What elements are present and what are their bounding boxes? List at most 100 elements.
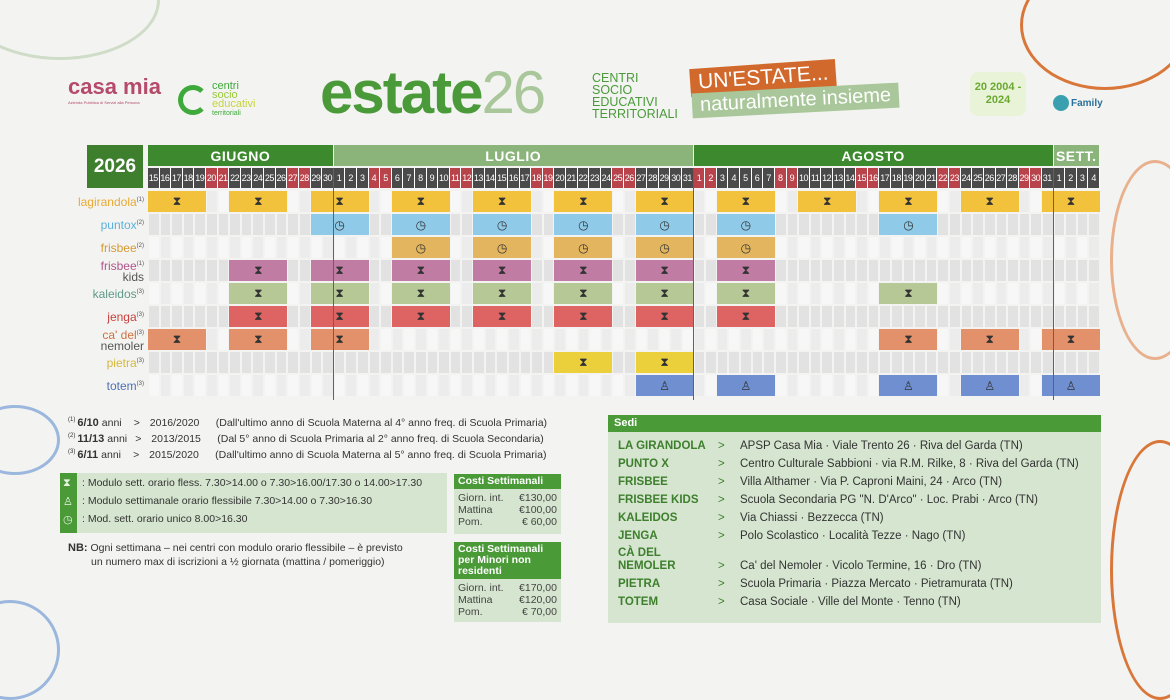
row-label-footnote: (1) [136,260,144,267]
sede-name: FRISBEE KIDS [618,494,699,506]
background-cell [741,352,751,373]
anniversary-logo: 20 2004 - 2024 [970,72,1026,116]
background-cell [938,352,949,373]
background-cell [195,237,206,258]
background-cell [276,352,287,373]
background-cell [938,237,949,258]
sede-separator: > [718,476,725,488]
background-cell [822,237,832,258]
sede-name: JENGA [618,530,658,542]
background-cell [218,306,229,327]
background-cell [543,375,554,396]
day-header: 2 [1065,168,1077,188]
background-cell [950,260,960,281]
cost-title: Costi Settimanali [454,474,561,489]
day-header: 26 [624,168,636,188]
background-cell [311,352,322,373]
background-cell [868,191,879,212]
day-header: 14 [484,168,497,188]
background-cell [810,283,821,304]
background-cell [706,329,716,350]
sede-name: CÀ DEL NEMOLER [618,547,676,572]
day-header: 18 [531,168,543,188]
background-cell [160,375,171,396]
centri-title-line: CENTRI [592,71,639,85]
row-label-footnote: (3) [136,381,144,387]
background-cell [543,214,554,235]
casa-mia-logo-text: casa mia [68,74,161,99]
background-cell [404,375,415,396]
background-cell [775,260,786,281]
background-cell [1019,283,1030,304]
hourglass-icon: ⧗ [254,332,263,346]
background-cell [299,329,310,350]
row-label-name: frisbee [100,241,137,255]
background-cell [450,375,461,396]
background-cell [799,375,809,396]
hourglass-icon: ⧗ [497,286,507,300]
background-cell [1077,283,1088,304]
day-header: 19 [542,168,555,188]
background-cell [892,352,902,373]
day-header: 22 [229,168,241,188]
background-cell [381,260,391,281]
cost-value: € 60,00 [521,516,557,528]
background-cell [230,237,240,258]
background-cell [938,191,949,212]
background-cell [520,329,531,350]
day-header: 13 [473,168,485,188]
background-cell [265,214,275,235]
day-header: 17 [171,168,183,188]
background-cell [706,283,716,304]
day-header: 6 [751,168,764,188]
background-cell [868,214,879,235]
background-cell [1042,214,1053,235]
schedule-block: ◷ [554,214,613,235]
background-cell [532,306,542,327]
row-label-line: puntox(2) [101,218,144,231]
background-cell [683,329,693,350]
schedule-block: ⧗ [716,283,775,304]
age-footnote: (3) [68,449,76,455]
hourglass-icon: ⧗ [660,263,669,277]
day-header: 18 [182,168,195,188]
background-cell [543,283,554,304]
background-cell [520,352,531,373]
age-sep: > [133,449,140,461]
background-cell [694,352,705,373]
background-cell [1077,214,1088,235]
centri-logo: centri socio educativi territoriali [178,81,255,118]
background-cell [416,352,426,373]
background-cell [450,260,461,281]
background-cell [369,329,380,350]
background-cell [833,214,844,235]
background-cell [729,352,740,373]
cost-value: €100,00 [519,504,557,516]
hourglass-icon: ⧗ [335,286,344,300]
background-cell [439,352,449,373]
background-cell [416,329,426,350]
background-cell [195,375,206,396]
cost-value: €130,00 [519,492,557,504]
background-cell [183,214,194,235]
schedule-block: ⧗ [229,283,288,304]
hourglass-icon: ⧗ [579,263,588,277]
background-cell [218,283,229,304]
background-cell [694,191,705,212]
clock-icon: ◷ [415,217,427,232]
clock-icon: ◷ [496,240,508,255]
background-cell [787,260,798,281]
background-cell [752,329,763,350]
bag-icon: ♙ [659,378,671,393]
hourglass-icon: ⧗ [741,286,751,300]
background-cell [392,329,403,350]
background-cell [915,352,925,373]
background-cell [230,375,240,396]
background-cell [369,237,380,258]
background-cell [880,306,891,327]
background-cell [694,306,705,327]
sede-address: Villa Althamer · Via P. Caproni Maini, 2… [740,476,1003,488]
background-cell [474,375,484,396]
background-cell [764,352,774,373]
cost-box-residents: Costi Settimanali Giorn. int. €130,00 Matt… [454,474,561,534]
